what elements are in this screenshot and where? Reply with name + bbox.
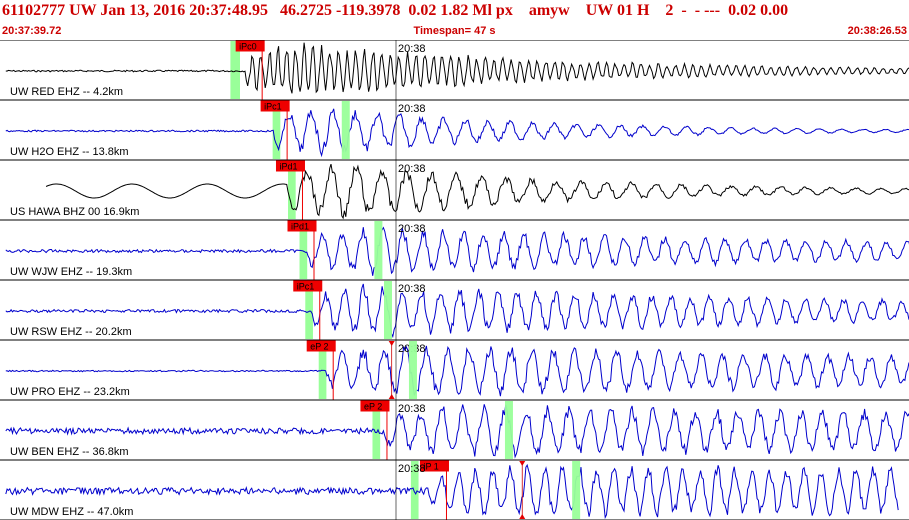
- minute-label: 20:38: [398, 403, 426, 415]
- station-label: UW MDW EHZ -- 47.0km: [10, 506, 133, 518]
- minute-label: 20:38: [398, 103, 426, 115]
- window-mark: [572, 461, 581, 519]
- pick-window: [305, 281, 313, 339]
- pick-label: iPc0: [239, 42, 257, 52]
- waveform-trace: [45, 163, 909, 220]
- minute-label: 20:38: [398, 463, 426, 475]
- waveform-trace: [5, 42, 909, 94]
- station-label: UW PRO EHZ -- 23.2km: [10, 386, 130, 398]
- pick-box: [235, 40, 265, 52]
- header-bar: 61102777 UW Jan 13, 2016 20:37:48.95 46.…: [0, 0, 909, 40]
- station-label: UW H2O EHZ -- 13.8km: [10, 146, 129, 158]
- waveform-trace: [5, 108, 909, 158]
- event-title: 61102777 UW Jan 13, 2016 20:37:48.95 46.…: [2, 2, 789, 19]
- pick-label: iPc1: [297, 282, 315, 292]
- pick-window: [410, 461, 419, 519]
- window-mark: [341, 101, 350, 159]
- window-mark: [504, 401, 513, 459]
- pick-label: iPd1: [279, 162, 297, 172]
- pick-label: iPc1: [264, 102, 282, 112]
- waveform-trace: [5, 283, 909, 339]
- minute-label: 20:38: [398, 163, 426, 175]
- pick-box: [293, 280, 323, 292]
- pick-label: eP 2: [310, 342, 328, 352]
- station-label: UW BEN EHZ -- 36.8km: [10, 446, 129, 458]
- window-mark: [374, 221, 383, 279]
- end-time-label: 20:38:26.53: [847, 25, 907, 37]
- waveform-trace: [5, 345, 909, 397]
- pick-box: [260, 100, 290, 112]
- pick-box: [360, 400, 390, 412]
- station-label: UW RED EHZ -- 4.2km: [10, 86, 123, 98]
- pick-label: eP 2: [364, 402, 382, 412]
- pick-window: [372, 401, 381, 459]
- station-label: US HAWA BHZ 00 16.9km: [10, 206, 139, 218]
- minute-label: 20:38: [398, 223, 426, 235]
- pick-box: [287, 220, 317, 232]
- waveform-trace: [5, 404, 909, 459]
- pick-window: [272, 101, 281, 159]
- pick-window: [299, 221, 308, 279]
- station-label: UW RSW EHZ -- 20.2km: [10, 326, 132, 338]
- waveform-trace: [5, 226, 909, 276]
- waveform-trace: [5, 463, 899, 520]
- pick-box: [275, 160, 305, 172]
- pick-label: iP 1: [423, 462, 438, 472]
- start-time-label: 20:37:39.72: [2, 25, 62, 37]
- pick-box: [419, 460, 449, 472]
- pick-window: [288, 161, 296, 219]
- window-mark: [384, 281, 392, 339]
- window-mark: [408, 341, 417, 399]
- pick-box: [306, 340, 336, 352]
- minute-label: 20:38: [398, 283, 426, 295]
- minute-label: 20:38: [398, 43, 426, 55]
- station-label: UW WJW EHZ -- 19.3km: [10, 266, 132, 278]
- timespan-label: Timespan= 47 s: [413, 25, 496, 37]
- pick-window: [230, 41, 240, 99]
- pick-label: iPd1: [291, 222, 309, 232]
